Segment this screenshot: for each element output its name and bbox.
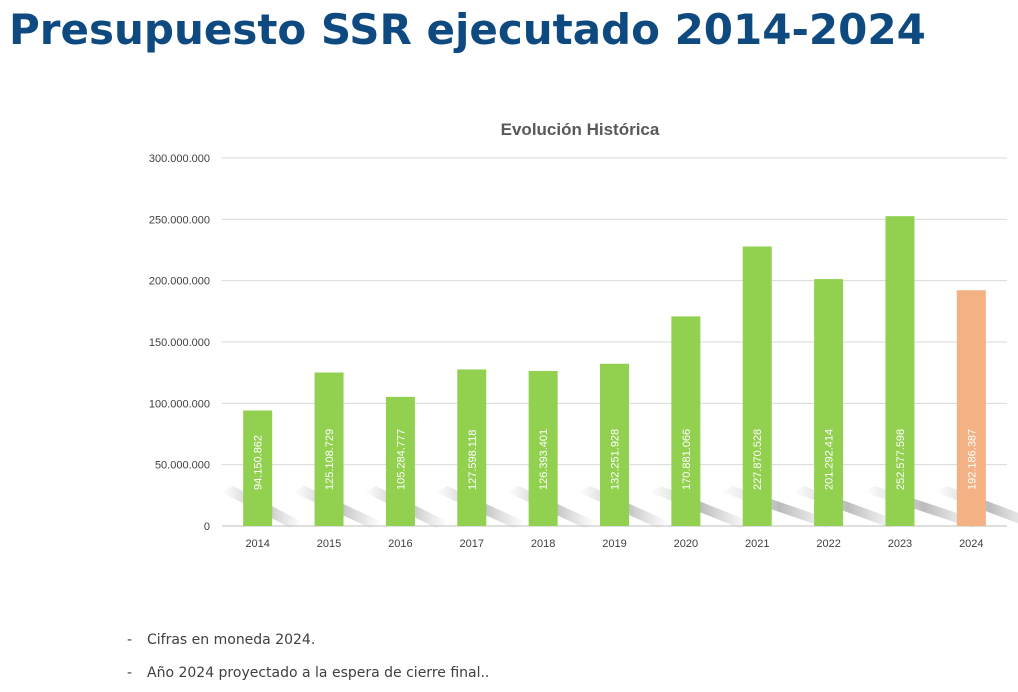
data-label: 132.251.928 (610, 429, 622, 490)
bar (956, 290, 986, 526)
x-tick-label: 2018 (531, 538, 555, 550)
bar (742, 246, 772, 526)
note-text: Año 2024 proyectado a la espera de cierr… (147, 665, 490, 681)
note-item: - Cifras en moneda 2024. (127, 626, 489, 659)
data-label: 227.870.528 (752, 429, 764, 490)
x-tick-label: 2022 (816, 538, 840, 550)
bar (528, 370, 558, 526)
data-label: 170.881.066 (681, 429, 693, 490)
notes-list: - Cifras en moneda 2024. - Año 2024 proyec… (127, 626, 489, 692)
bar (671, 316, 701, 526)
data-label: 127.598.118 (467, 430, 479, 490)
chart-title: Evolución Histórica (501, 120, 660, 139)
data-label: 94.150.862 (253, 435, 265, 490)
note-dash: - (127, 665, 133, 681)
x-tick-label: 2017 (460, 538, 484, 550)
x-tick-label: 2014 (245, 538, 269, 550)
x-tick-label: 2020 (674, 538, 698, 550)
note-item: - Año 2024 proyectado a la espera de cier… (127, 659, 489, 692)
data-label: 201.292.414 (824, 429, 836, 490)
bar (885, 216, 915, 526)
bar (457, 369, 487, 526)
bar (814, 279, 844, 526)
x-tick-label: 2016 (388, 538, 412, 550)
y-tick-label: 300.000.000 (149, 153, 210, 165)
data-label: 126.393.401 (538, 429, 550, 490)
note-text: Cifras en moneda 2024. (147, 632, 316, 648)
y-tick-label: 150.000.000 (149, 337, 210, 349)
y-tick-label: 0 (204, 521, 210, 533)
data-label: 105.284.777 (395, 429, 407, 490)
y-tick-label: 50.000.000 (155, 460, 210, 472)
y-tick-label: 100.000.000 (149, 398, 210, 410)
x-tick-label: 2021 (745, 538, 769, 550)
bar (600, 363, 629, 526)
note-dash: - (127, 632, 133, 648)
bar (314, 372, 344, 526)
data-label: 192.186.387 (966, 429, 978, 490)
y-tick-label: 200.000.000 (149, 276, 210, 288)
bar (385, 396, 415, 526)
y-tick-label: 250.000.000 (149, 214, 210, 226)
data-label: 252.577.598 (895, 429, 907, 490)
x-tick-label: 2024 (959, 538, 983, 550)
bar (243, 410, 273, 526)
x-tick-label: 2019 (602, 538, 626, 550)
data-label: 125.108.729 (324, 429, 336, 490)
x-tick-label: 2023 (888, 538, 912, 550)
x-tick-label: 2015 (317, 538, 341, 550)
page-title: Presupuesto SSR ejecutado 2014-2024 (9, 5, 926, 54)
